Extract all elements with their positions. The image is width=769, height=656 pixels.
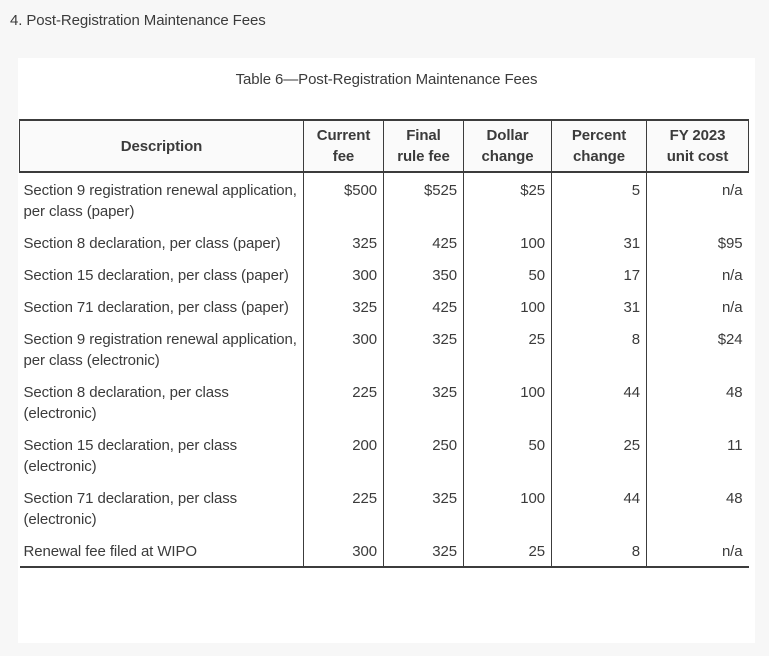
description-cell: Section 71 declaration, per class (paper… [23, 299, 289, 316]
fy2023-unit-cost-cell: n/a [646, 258, 749, 290]
percent-change-cell: 44 [551, 481, 647, 534]
dollar-change-cell: 50 [463, 428, 552, 481]
final-rule-fee-cell: 325 [383, 375, 464, 428]
table-row: Section 71 declaration, per class (elect… [20, 481, 749, 534]
table-row: Renewal fee filed at WIPO 300 325 25 8 n… [19, 534, 749, 568]
percent-change-cell: 8 [551, 322, 647, 375]
percent-change-cell: 44 [551, 375, 647, 428]
percent-change-cell: 25 [551, 428, 647, 481]
fy2023-unit-cost-cell: n/a [646, 290, 749, 322]
final-rule-fee-cell: 425 [383, 290, 464, 322]
current-fee-cell: $500 [303, 172, 384, 226]
header-row: Description Current fee Final rule fee D… [19, 119, 749, 173]
col-header-final-rule-fee: Final rule fee [383, 119, 464, 173]
table-header: Description Current fee Final rule fee D… [19, 119, 749, 173]
table-row: Section 15 declaration, per class (paper… [20, 258, 749, 290]
dollar-change-cell: 25 [463, 534, 552, 568]
col-header-fy2023-unit-cost: FY 2023 unit cost [646, 119, 749, 173]
percent-change-cell: 31 [551, 290, 647, 322]
fy2023-unit-cost-cell: n/a [646, 534, 749, 568]
current-fee-cell: 300 [303, 322, 384, 375]
dollar-change-cell: 100 [463, 226, 552, 258]
final-rule-fee-cell: $525 [383, 172, 464, 226]
fy2023-unit-cost-cell: 11 [646, 428, 749, 481]
final-rule-fee-cell: 425 [383, 226, 464, 258]
percent-change-cell: 31 [551, 226, 647, 258]
section-heading: 4. Post-Registration Maintenance Fees [10, 12, 266, 29]
col-header-current-fee: Current fee [303, 119, 384, 173]
dollar-change-cell: 100 [463, 290, 552, 322]
percent-change-cell: 17 [551, 258, 647, 290]
current-fee-cell: 300 [303, 534, 384, 568]
dollar-change-cell: 100 [463, 481, 552, 534]
dollar-change-cell: 25 [463, 322, 552, 375]
col-header-description: Description [19, 119, 304, 173]
current-fee-cell: 325 [303, 290, 384, 322]
fy2023-unit-cost-cell: n/a [646, 172, 749, 226]
current-fee-cell: 325 [303, 226, 384, 258]
description-cell: Section 8 declaration, per class (electr… [23, 384, 229, 422]
table-row: Section 8 declaration, per class (paper)… [20, 226, 749, 258]
fy2023-unit-cost-cell: $24 [646, 322, 749, 375]
percent-change-cell: 5 [551, 172, 647, 226]
dollar-change-cell: 50 [463, 258, 552, 290]
description-cell: Section 8 declaration, per class (paper) [23, 235, 281, 252]
percent-change-cell: 8 [551, 534, 647, 568]
table-panel: Table 6—Post-Registration Maintenance Fe… [18, 58, 755, 643]
col-header-percent-change: Percent change [551, 119, 647, 173]
description-cell: Section 15 declaration, per class (paper… [23, 267, 289, 284]
table-row: Section 9 registration renewal applicati… [20, 172, 749, 226]
col-header-dollar-change: Dollar change [463, 119, 552, 173]
table-row: Section 71 declaration, per class (paper… [20, 290, 749, 322]
fy2023-unit-cost-cell: 48 [646, 375, 749, 428]
table-row: Section 8 declaration, per class (electr… [20, 375, 749, 428]
final-rule-fee-cell: 325 [383, 322, 464, 375]
table-title: Table 6—Post-Registration Maintenance Fe… [235, 71, 538, 88]
final-rule-fee-cell: 350 [383, 258, 464, 290]
final-rule-fee-cell: 325 [383, 481, 464, 534]
current-fee-cell: 225 [303, 481, 384, 534]
description-cell: Section 9 registration renewal applicati… [23, 182, 297, 220]
description-cell: Section 71 declaration, per class (elect… [23, 490, 238, 528]
current-fee-cell: 300 [303, 258, 384, 290]
dollar-change-cell: $25 [463, 172, 552, 226]
current-fee-cell: 200 [303, 428, 384, 481]
table-row: Section 9 registration renewal applicati… [20, 322, 749, 375]
current-fee-cell: 225 [303, 375, 384, 428]
final-rule-fee-cell: 250 [383, 428, 464, 481]
dollar-change-cell: 100 [463, 375, 552, 428]
fy2023-unit-cost-cell: 48 [646, 481, 749, 534]
fees-table: Description Current fee Final rule fee D… [19, 119, 749, 568]
fy2023-unit-cost-cell: $95 [646, 226, 749, 258]
description-cell: Section 9 registration renewal applicati… [23, 331, 297, 369]
table-body: Section 9 registration renewal applicati… [19, 172, 749, 568]
table-row: Section 15 declaration, per class (elect… [20, 428, 749, 481]
description-cell: Renewal fee filed at WIPO [19, 534, 304, 568]
description-cell: Section 15 declaration, per class (elect… [23, 437, 238, 475]
final-rule-fee-cell: 325 [383, 534, 464, 568]
